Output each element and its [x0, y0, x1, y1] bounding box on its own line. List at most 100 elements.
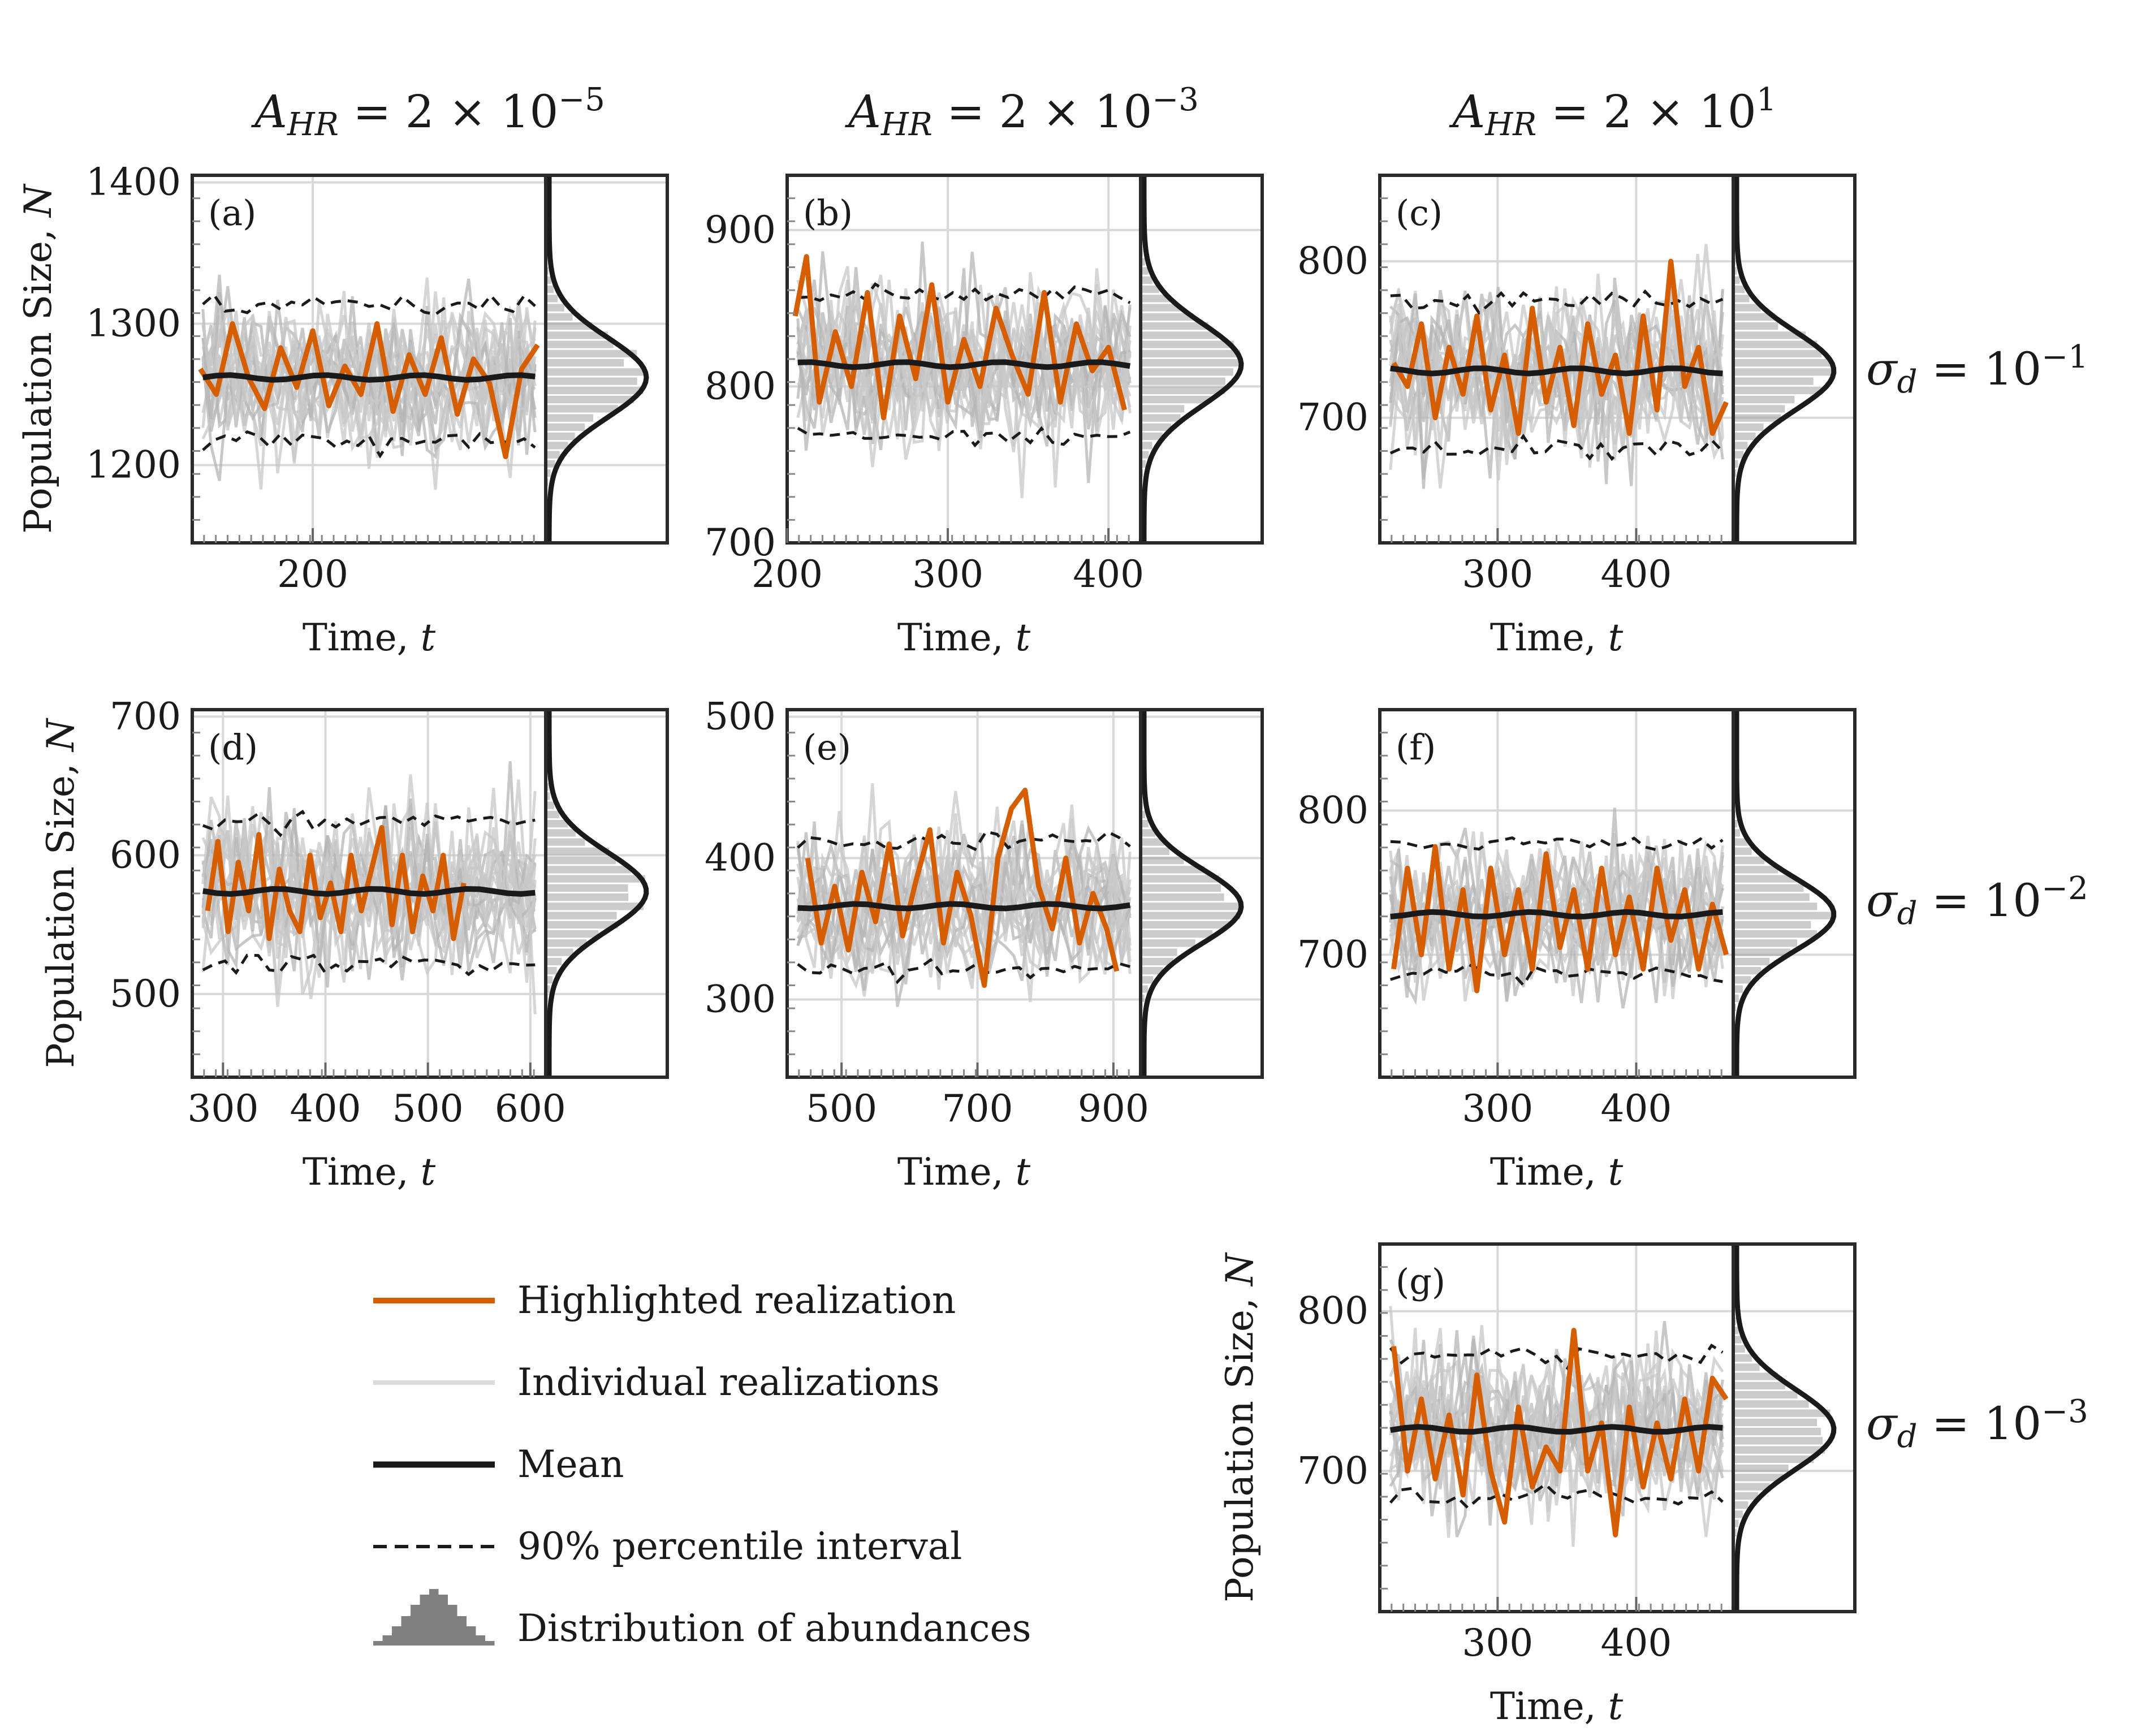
y-axis-label: Population Size, N — [39, 718, 83, 1068]
hist-bar — [1733, 377, 1814, 385]
hist-bar — [546, 985, 550, 993]
legend-swatch-hist-bar — [373, 1641, 383, 1646]
hist-bar — [1733, 460, 1738, 468]
realizations — [792, 241, 1132, 498]
hist-bar — [1733, 1428, 1821, 1436]
hist-frame — [1139, 708, 1264, 1079]
hist-bar — [546, 396, 634, 404]
hist-bar — [1733, 1363, 1760, 1371]
hist-bar — [1733, 939, 1798, 947]
legend-swatch-hist-bar — [401, 1616, 411, 1646]
hist-frame — [1732, 1242, 1857, 1613]
hist-bar — [1141, 276, 1152, 284]
hist-bar — [1141, 939, 1195, 947]
hist-bar — [546, 801, 554, 809]
hist-bar — [1733, 331, 1806, 339]
hist-bar — [546, 359, 624, 367]
x-tick-label: 400 — [1600, 552, 1672, 596]
hist-bar — [1733, 1510, 1743, 1518]
hist-bar — [1733, 1391, 1798, 1399]
hist-bar — [1733, 396, 1795, 404]
hist-bar — [1733, 368, 1833, 376]
panel-b: 200 300 400 700 800 900 (b) Time, t — [705, 174, 1264, 659]
y-tick-label: 700 — [1297, 396, 1368, 439]
y-tick-label: 1200 — [86, 443, 181, 487]
x-axis-label: Time, t — [897, 616, 1031, 659]
hist-bar — [546, 340, 614, 348]
percentile-upper — [1390, 289, 1724, 316]
legend-label: Distribution of abundances — [517, 1607, 1031, 1650]
hist-bar — [546, 276, 551, 284]
realizations — [1389, 807, 1729, 1009]
panel-e: 500 700 900 300 400 500 (e) Time, t — [705, 695, 1264, 1194]
y-axis-label: Population Size, N — [16, 183, 60, 534]
percentile-lower — [202, 953, 536, 977]
mean-line — [1390, 1424, 1723, 1435]
legend-swatch-hist-bar — [420, 1595, 429, 1646]
hist-bar — [1733, 322, 1778, 330]
x-tick-label: 400 — [1073, 552, 1144, 596]
hist-bar — [546, 838, 585, 846]
panel-tag: (c) — [1396, 192, 1443, 234]
hist-bar — [546, 829, 576, 837]
x-axis-label: Time, t — [303, 1150, 436, 1194]
hist-bar — [1141, 875, 1220, 883]
y-tick-label: 500 — [705, 695, 776, 739]
hist-bar — [1733, 1446, 1825, 1454]
x-tick-label: 300 — [1462, 552, 1533, 596]
hist-bar — [1733, 423, 1764, 431]
hist-bar — [1141, 405, 1185, 413]
hist-bar — [1733, 985, 1743, 993]
hist-bar — [1733, 893, 1810, 901]
hist-bar — [1141, 957, 1173, 965]
panel-tag: (e) — [803, 727, 851, 768]
highlighted-realization — [805, 788, 1120, 988]
panel-tag: (d) — [208, 727, 258, 768]
hist-bar — [1733, 1474, 1784, 1482]
column-title: AHR = 2 × 10−5 — [251, 81, 605, 143]
hist-bar — [546, 460, 555, 468]
legend-label: Individual realizations — [517, 1361, 940, 1404]
hist-bar — [546, 313, 573, 321]
hist-bar — [1733, 1455, 1814, 1463]
mean-line — [202, 372, 536, 383]
highlighted-realization — [1391, 258, 1729, 436]
hist-bar — [1733, 1354, 1752, 1362]
hist-bar — [1733, 921, 1811, 929]
hist-bar — [1733, 1345, 1745, 1353]
legend-swatch-hist-bar — [457, 1616, 467, 1646]
hist-bar — [1733, 1437, 1823, 1445]
panel-tag: (f) — [1396, 727, 1436, 768]
hist-bar — [1733, 866, 1778, 874]
hist-bar — [1141, 847, 1169, 855]
hist-bar — [1141, 331, 1218, 339]
hist-bar — [1141, 433, 1163, 441]
legend: Highlighted realization Individual realiz… — [373, 1279, 1031, 1650]
hist-bar — [1733, 433, 1756, 441]
hist-bar — [1733, 957, 1770, 965]
hist-bar — [1733, 884, 1804, 892]
hist-bar — [1141, 340, 1234, 348]
mean-line — [1390, 909, 1723, 919]
percentile-lower — [797, 426, 1131, 448]
hist-bar — [1733, 1400, 1809, 1408]
hist-bar — [1141, 967, 1163, 975]
x-tick-label: 400 — [1600, 1087, 1672, 1130]
hist-bar — [1141, 976, 1154, 984]
hist-bar — [1141, 985, 1148, 993]
panel-a: 200 1200 1300 1400 (a) Time, t Population Size… — [16, 161, 669, 659]
y-tick-label: 400 — [705, 836, 776, 880]
hist-bar — [546, 377, 637, 385]
hist-bar — [546, 304, 564, 312]
hist-bar — [1141, 304, 1180, 312]
hist-bar — [1733, 442, 1748, 450]
hist-bar — [1141, 810, 1146, 818]
y-tick-label: 900 — [705, 208, 776, 252]
mean-line — [797, 901, 1131, 912]
hist-bar — [1733, 1519, 1739, 1527]
x-axis-label: Time, t — [303, 616, 436, 659]
hist-bar — [546, 857, 616, 865]
hist-bar — [1733, 912, 1833, 919]
density-curve — [1734, 175, 1837, 543]
